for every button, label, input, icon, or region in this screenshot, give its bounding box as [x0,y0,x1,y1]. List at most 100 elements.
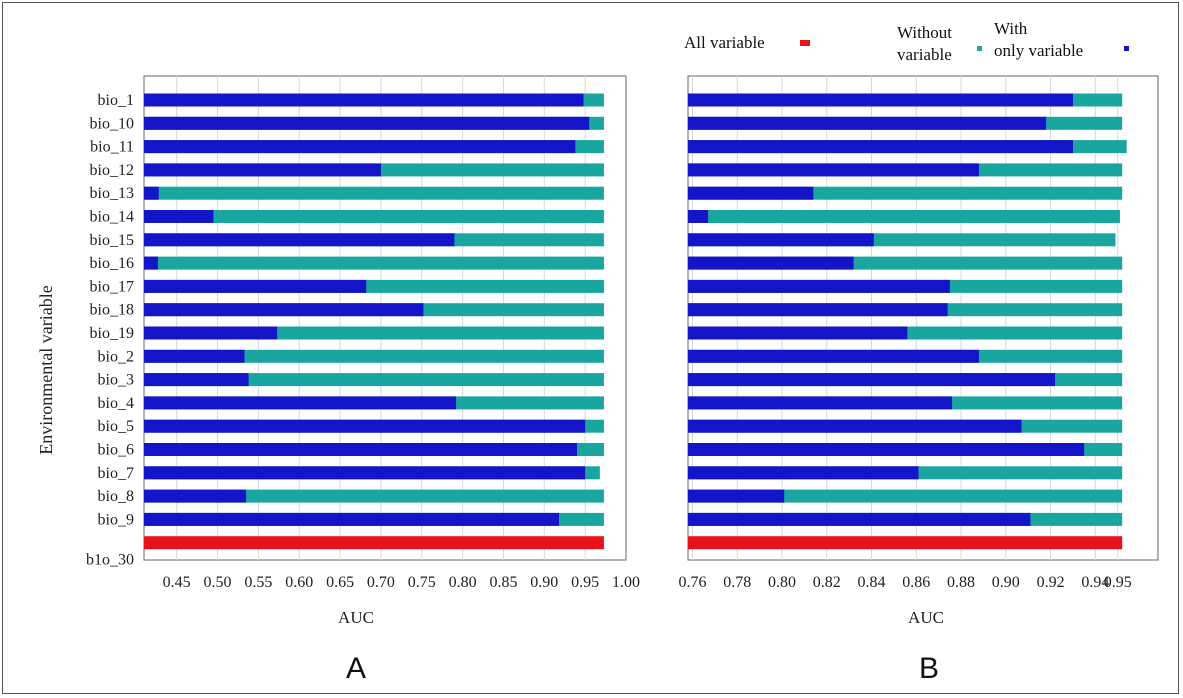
bar-without-a-bio_14 [144,210,604,223]
bar-without-a-bio_16 [144,256,604,270]
category-label-bio_16: bio_16 [90,255,134,272]
panel-label-b: B [919,652,939,685]
plot-area-b [687,75,1159,561]
legend-with-only-label-line1: With [994,19,1028,38]
category-label-b1o_30: b1o_30 [86,552,134,569]
x-tick-b-4: 0.84 [858,574,886,591]
x-tick-a-10: 0.95 [571,574,599,591]
legend-without-label-line2: variable [897,45,952,64]
legend-without-label-line1: Without [897,23,952,42]
bar-with-only-b-bio_6 [688,443,1085,456]
bar-with-only-b-bio_17 [688,279,950,293]
bar-with-only-b-bio_2 [688,349,979,363]
bar-with-only-a-bio_12 [144,163,381,177]
y-axis-title: Environmental variable [36,285,56,454]
bar-with-only-b-bio_15 [688,233,874,247]
x-tick-b-3: 0.82 [813,574,841,591]
x-tick-b-0: 0.76 [678,574,706,591]
category-label-bio_7: bio_7 [98,465,134,482]
x-tick-a-9: 0.90 [530,574,558,591]
category-label-bio_11: bio_11 [90,139,134,156]
category-label-bio_10: bio_10 [90,115,134,132]
legend: All variable Without variable With only … [684,19,1129,64]
legend-with-only-swatch [1124,46,1129,51]
x-tick-a-6: 0.75 [408,574,436,591]
x-tick-b-5: 0.86 [902,574,930,591]
bar-with-only-b-bio_8 [688,489,785,503]
bar-without-a-bio_3 [144,373,604,387]
legend-without-swatch [977,46,982,51]
bar-with-only-b-bio_13 [688,186,814,200]
x-tick-a-11: 1.00 [612,574,640,591]
bar-with-only-b-bio_16 [688,256,854,270]
x-tick-b-8: 0.92 [1037,574,1065,591]
legend-all-variable-label: All variable [684,33,765,52]
bar-all-a-b1o_30 [144,536,604,550]
bar-without-a-bio_8 [144,489,604,503]
bar-without-b-bio_14 [688,210,1120,223]
category-label-bio_17: bio_17 [90,278,134,295]
category-label-bio_13: bio_13 [90,185,134,202]
plot-area-a [143,75,627,561]
category-label-bio_19: bio_19 [90,325,134,342]
bar-without-a-bio_2 [144,349,604,363]
bar-with-only-b-bio_7 [688,466,919,480]
x-tick-b-1: 0.78 [723,574,751,591]
bar-with-only-a-bio_13 [144,186,159,200]
bar-with-only-b-bio_4 [688,396,953,410]
bar-with-only-a-bio_4 [144,396,457,410]
category-label-bio_6: bio_6 [98,442,134,459]
category-label-bio_15: bio_15 [90,232,134,249]
bar-with-only-a-bio_17 [144,279,367,293]
panel-label-a: A [346,652,366,685]
x-tick-a-1: 0.50 [204,574,232,591]
legend-with-only-label-line2: only variable [994,41,1083,60]
bar-with-only-a-bio_10 [144,116,590,130]
category-label-bio_5: bio_5 [98,418,134,435]
bar-with-only-a-bio_19 [144,326,278,340]
x-tick-a-2: 0.55 [244,574,272,591]
category-label-bio_18: bio_18 [90,302,134,319]
bar-with-only-b-bio_12 [688,163,979,177]
x-tick-a-5: 0.70 [367,574,395,591]
category-label-bio_2: bio_2 [98,348,134,365]
x-tick-a-7: 0.80 [449,574,477,591]
bar-with-only-b-bio_19 [688,326,908,340]
x-tick-b-2: 0.80 [768,574,796,591]
x-tick-a-3: 0.60 [285,574,313,591]
category-label-bio_12: bio_12 [90,162,134,179]
bar-with-only-b-bio_3 [688,373,1056,387]
bar-all-b-b1o_30 [688,536,1123,550]
bar-with-only-b-bio_11 [688,140,1073,154]
bar-with-only-b-bio_5 [688,419,1022,433]
panel-a: bio_1 bio_10 bio_11 bio_12 bio_13 bio_14 bio_1… [86,75,640,685]
x-tick-b-6: 0.88 [947,574,975,591]
bar-with-only-a-bio_11 [144,140,576,154]
x-axis-title-b: AUC [908,608,944,627]
bar-with-only-a-bio_6 [144,443,577,456]
bar-without-a-bio_13 [144,186,604,200]
x-tick-b-9: 0.94 [1081,574,1109,591]
panel-b: 0.76 0.78 0.80 0.82 0.84 0.86 0.88 0.90 0.92 0.94… [678,75,1159,685]
category-label-bio_14: bio_14 [90,209,134,226]
x-tick-b-7: 0.90 [992,574,1020,591]
bar-with-only-a-bio_7 [144,466,586,480]
bar-with-only-a-bio_1 [144,93,584,107]
category-label-bio_8: bio_8 [98,488,134,505]
bar-with-only-a-bio_14 [144,210,214,223]
bar-with-only-b-bio_14 [688,210,709,223]
bar-with-only-a-bio_15 [144,233,455,247]
x-tick-a-4: 0.65 [326,574,354,591]
bar-with-only-a-bio_16 [144,256,158,270]
x-tick-b-10: 0.95 [1104,574,1132,591]
x-axis-title-a: AUC [338,608,374,627]
category-label-bio_4: bio_4 [98,395,134,412]
bar-with-only-a-bio_2 [144,349,245,363]
bar-with-only-b-bio_10 [688,116,1047,130]
bar-with-only-a-bio_5 [144,419,586,433]
bar-with-only-b-bio_1 [688,93,1073,107]
bar-without-b-bio_8 [688,489,1123,503]
category-label-bio_9: bio_9 [98,511,134,528]
bar-with-only-b-bio_18 [688,303,948,317]
